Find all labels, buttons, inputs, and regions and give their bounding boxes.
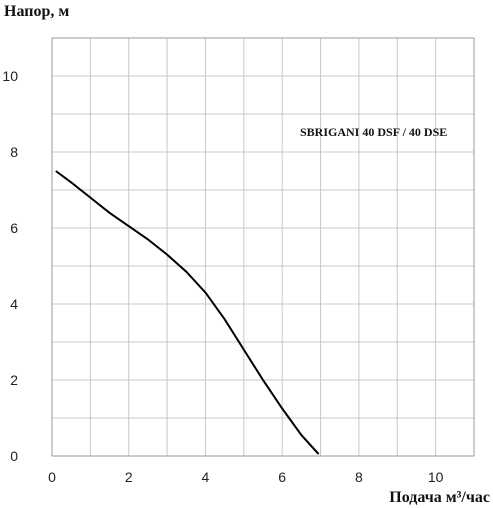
- x-tick-label: 2: [125, 469, 133, 485]
- chart-annotation: SBRIGANI 40 DSF / 40 DSE: [300, 125, 447, 139]
- tick-labels: 0 2 4 6 8 10 0 2 4 6 8 10: [2, 68, 443, 485]
- y-tick-label: 4: [10, 296, 18, 312]
- x-tick-label: 4: [202, 469, 210, 485]
- y-tick-label: 8: [10, 144, 18, 160]
- y-tick-label: 10: [2, 68, 18, 84]
- plot-area: [51, 37, 475, 457]
- x-axis-label: Подача м³/час: [389, 489, 490, 506]
- grid: [51, 37, 475, 457]
- y-tick-label: 0: [10, 448, 18, 464]
- y-axis-label: Напор, м: [4, 3, 69, 20]
- x-tick-label: 6: [278, 469, 286, 485]
- pump-curve-line: [55, 170, 320, 455]
- x-tick-label: 10: [428, 469, 444, 485]
- x-tick-label: 0: [48, 469, 56, 485]
- y-tick-label: 2: [10, 372, 18, 388]
- x-tick-label: 8: [355, 469, 363, 485]
- y-tick-label: 6: [10, 220, 18, 236]
